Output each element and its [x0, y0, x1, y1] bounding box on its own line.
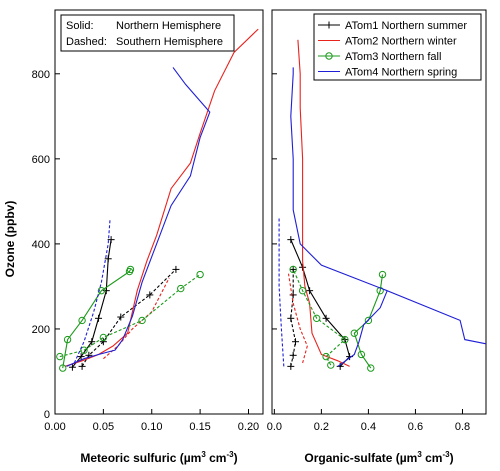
- x-tick-label: 0.20: [238, 421, 259, 433]
- series-line-atom2-solid: [64, 28, 259, 367]
- y-tick-label: 0: [44, 409, 50, 421]
- circle-marker: [59, 364, 67, 372]
- series-line-atom4-solid: [337, 289, 487, 367]
- circle-marker: [196, 270, 204, 279]
- circle-marker: [63, 335, 72, 344]
- x-tick-label: 0.15: [189, 421, 210, 433]
- x-tick-label: 0.10: [141, 421, 162, 433]
- y-tick-label: 200: [32, 324, 50, 336]
- circle-marker: [97, 286, 106, 295]
- circle-marker: [325, 52, 333, 60]
- annotation-solid-key: Solid:: [66, 20, 94, 32]
- legend-label: ATom1 Northern summer: [345, 20, 467, 32]
- circle-marker: [364, 316, 373, 325]
- annotation-solid-text: Northern Hemisphere: [116, 20, 221, 32]
- series-line-atom4-solid: [290, 67, 388, 292]
- circle-marker: [99, 333, 108, 342]
- annotation-dashed-text: Southern Hemisphere: [116, 36, 223, 48]
- circle-marker: [327, 361, 335, 369]
- right-x-axis-ticks: 0.0 0.2 0.4 0.6 0.8: [267, 409, 470, 433]
- x-tick-label: 0.8: [455, 421, 470, 433]
- circle-marker: [341, 335, 349, 344]
- circle-marker: [298, 286, 307, 295]
- y-axis-ticks: 0 200 400 600 800: [32, 69, 277, 421]
- left-panel-series: [56, 28, 259, 372]
- series-line-atom2-solid: [297, 39, 350, 367]
- circle-marker: [378, 270, 387, 279]
- circle-marker: [80, 346, 88, 354]
- x-tick-label: 0.00: [44, 421, 65, 433]
- right-x-axis-label: Organic-sulfate (µm3 cm-3): [304, 450, 453, 465]
- legend-label: ATom2 Northern winter: [345, 36, 457, 48]
- right-panel-series: [278, 39, 487, 372]
- circle-marker: [126, 265, 135, 274]
- circle-marker: [78, 316, 86, 325]
- y-tick-label: 400: [32, 239, 50, 251]
- left-x-axis-label: Meteoric sulfuric (µm3 cm-3): [80, 450, 237, 465]
- x-tick-label: 0.05: [93, 421, 114, 433]
- x-tick-label: 0.6: [408, 421, 423, 433]
- series-line-atom4-solid: [66, 67, 211, 367]
- circle-marker: [367, 364, 375, 372]
- series-line-atom1-dashed: [290, 269, 297, 367]
- x-tick-label: 0.2: [314, 421, 329, 433]
- series-line-atom2-dashed: [103, 277, 170, 360]
- x-tick-label: 0.4: [361, 421, 376, 433]
- series-line-atom2-dashed: [287, 273, 308, 364]
- series-line-atom3-dashed: [292, 269, 346, 366]
- circle-marker: [322, 352, 330, 361]
- circle-marker: [289, 265, 297, 274]
- x-tick-label: 0.0: [267, 421, 282, 433]
- series-line-atom3-dashed: [59, 274, 201, 358]
- circle-marker: [138, 316, 146, 325]
- series-line-atom4-dashed: [73, 218, 111, 364]
- circle-marker: [350, 329, 359, 337]
- circle-marker: [56, 352, 64, 361]
- series-line-atom1-solid: [290, 239, 351, 367]
- right-panel-frame: [271, 9, 487, 415]
- annotation-dashed-key: Dashed:: [66, 36, 107, 48]
- y-axis-label: Ozone (ppbv): [3, 201, 17, 278]
- legend: ATom1 Northern summer ATom2 Northern wint…: [313, 13, 482, 81]
- series-line-atom3-solid: [62, 269, 131, 369]
- circle-marker: [357, 350, 366, 359]
- line-style-annotation: Solid: Northern Hemisphere Dashed: South…: [60, 14, 235, 52]
- left-panel-frame: [54, 9, 264, 415]
- circle-marker: [177, 284, 185, 293]
- left-x-axis-ticks: 0.00 0.05 0.10 0.15 0.20: [44, 409, 259, 433]
- legend-frame: [313, 13, 482, 81]
- circle-marker: [312, 314, 321, 323]
- legend-label: ATom3 Northern fall: [345, 51, 441, 63]
- y-tick-label: 600: [32, 154, 50, 166]
- legend-label: ATom4 Northern spring: [345, 67, 457, 79]
- y-tick-label: 800: [32, 69, 50, 81]
- series-line-atom4-dashed: [278, 218, 285, 367]
